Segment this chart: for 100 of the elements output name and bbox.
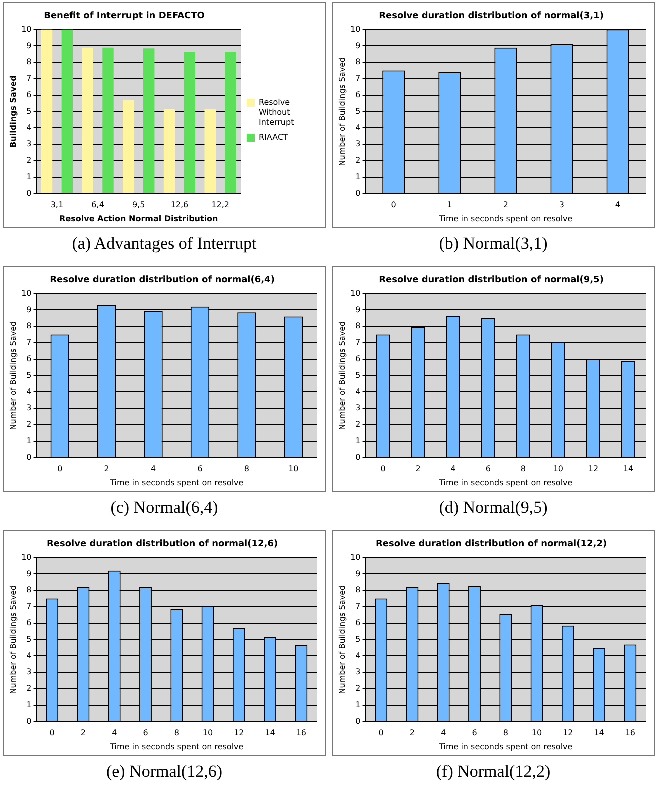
x-tick-label: 16 [625,728,636,738]
x-tick-label: 8 [174,728,180,738]
text: (e) Normal(12,6) [106,762,223,782]
y-tick-label: 9 [356,305,361,314]
y-tick-label: 5 [356,370,361,380]
x-tick-label: 0 [378,728,384,738]
y-tick-label: 6 [26,90,32,100]
x-tick-label: 6,4 [92,200,104,210]
x-axis-title: Time in seconds spent on resolve [109,478,244,488]
y-tick-label: 9 [26,569,32,578]
y-tick-label: 8 [356,586,361,595]
x-tick-label: 0 [50,728,55,738]
y-tick-label: 2 [356,684,361,694]
x-tick-label: 3 [559,200,564,210]
y-tick-label: 2 [356,156,361,166]
y-tick-label: 6 [356,90,361,100]
x-tick-label: 8 [503,728,508,738]
y-tick-label: 4 [356,123,361,132]
x-tick-label: 10 [532,728,542,738]
y-tick-label: 6 [26,354,32,364]
text: (c) Normal(6,4) [110,498,218,518]
text: (a) Advantages of Interrupt [72,234,257,254]
bar [102,48,114,194]
y-tick-label: 0 [356,452,361,462]
x-tick-label: 6 [143,728,148,738]
y-tick-label: 0 [26,452,32,462]
y-tick-label: 7 [26,74,32,84]
bar [225,52,236,194]
y-tick-label: 3 [26,140,32,149]
x-tick-label: 4 [112,728,118,738]
y-tick-label: 1 [356,436,361,446]
x-axis-title: Time in seconds spent on resolve [438,478,573,488]
text: (f) Normal(12,2) [436,762,551,782]
x-tick-label: 4 [450,464,456,474]
x-tick-label: 3,1 [50,200,64,210]
y-tick-label: 7 [26,602,32,612]
x-tick-label: 8 [520,464,526,474]
x-tick-label: 1 [447,200,452,210]
y-tick-label: 2 [26,156,32,166]
y-tick-label: 4 [26,123,32,132]
y-tick-label: 10 [22,552,32,562]
x-tick-label: 12,2 [212,200,230,210]
y-axis-title: Number of Buildings Saved [338,585,347,694]
x-tick-label: 10 [553,464,564,474]
x-tick-label: 10 [288,464,299,474]
x-tick-label: 14 [623,464,634,474]
y-axis-title: Number of Buildings Saved [338,57,347,166]
x-tick-label: 6 [486,464,491,474]
y-tick-label: 2 [26,420,32,430]
y-axis-title: Number of Buildings Saved [8,321,18,430]
x-tick-label: 2 [104,464,110,474]
y-tick-label: 8 [26,322,32,331]
y-axis-title: Number of Buildings Saved [8,585,18,694]
chart-title: Benefit of Interrupt in DEFACTO [44,12,206,22]
x-tick-label: 4 [615,200,621,210]
y-tick-label: 9 [356,41,361,50]
x-tick-label: 12 [588,464,599,474]
bar [164,109,176,194]
y-axis-title: Buildings Saved [8,75,18,148]
x-tick-label: 0 [391,200,396,210]
y-tick-label: 1 [356,700,361,710]
x-tick-label: 6 [472,728,478,738]
x-tick-label: 2 [503,200,508,210]
y-tick-label: 4 [26,651,32,660]
y-tick-label: 1 [356,172,361,182]
text: (d) Normal(9,5) [439,498,548,518]
y-tick-label: 7 [26,338,32,348]
x-tick-label: 16 [296,728,307,738]
x-tick-label: 0 [58,464,63,474]
y-tick-label: 1 [26,700,32,710]
y-tick-label: 3 [26,404,32,413]
bar [41,30,53,194]
y-tick-label: 6 [26,618,32,628]
x-tick-label: 2 [410,728,416,738]
bar [143,48,155,194]
y-tick-label: 9 [26,41,32,50]
y-tick-label: 5 [26,634,32,644]
x-tick-label: 14 [265,728,276,738]
bar [82,48,94,194]
text: (b) Normal(3,1) [439,234,548,254]
y-tick-label: 10 [22,288,32,298]
x-tick-label: 14 [594,728,604,738]
y-tick-label: 10 [350,288,361,298]
y-tick-label: 6 [356,618,361,628]
y-tick-label: 5 [26,106,32,116]
y-tick-label: 7 [356,74,361,84]
y-tick-label: 0 [356,188,361,198]
y-tick-label: 4 [356,387,361,396]
y-tick-label: 10 [350,552,361,562]
x-tick-label: 12 [563,728,574,738]
y-tick-label: 6 [356,354,361,364]
x-tick-label: 2 [80,728,86,738]
legend-label: RIAACT [259,133,288,143]
y-tick-label: 0 [26,188,32,198]
y-tick-label: 2 [26,684,32,694]
y-tick-label: 9 [356,569,361,578]
chart-title: Resolve duration distribution of normal(12,6) [46,540,278,550]
y-tick-label: 1 [26,172,32,182]
x-axis-title: Time in seconds spent on resolve [438,214,573,224]
y-tick-label: 0 [26,716,32,726]
